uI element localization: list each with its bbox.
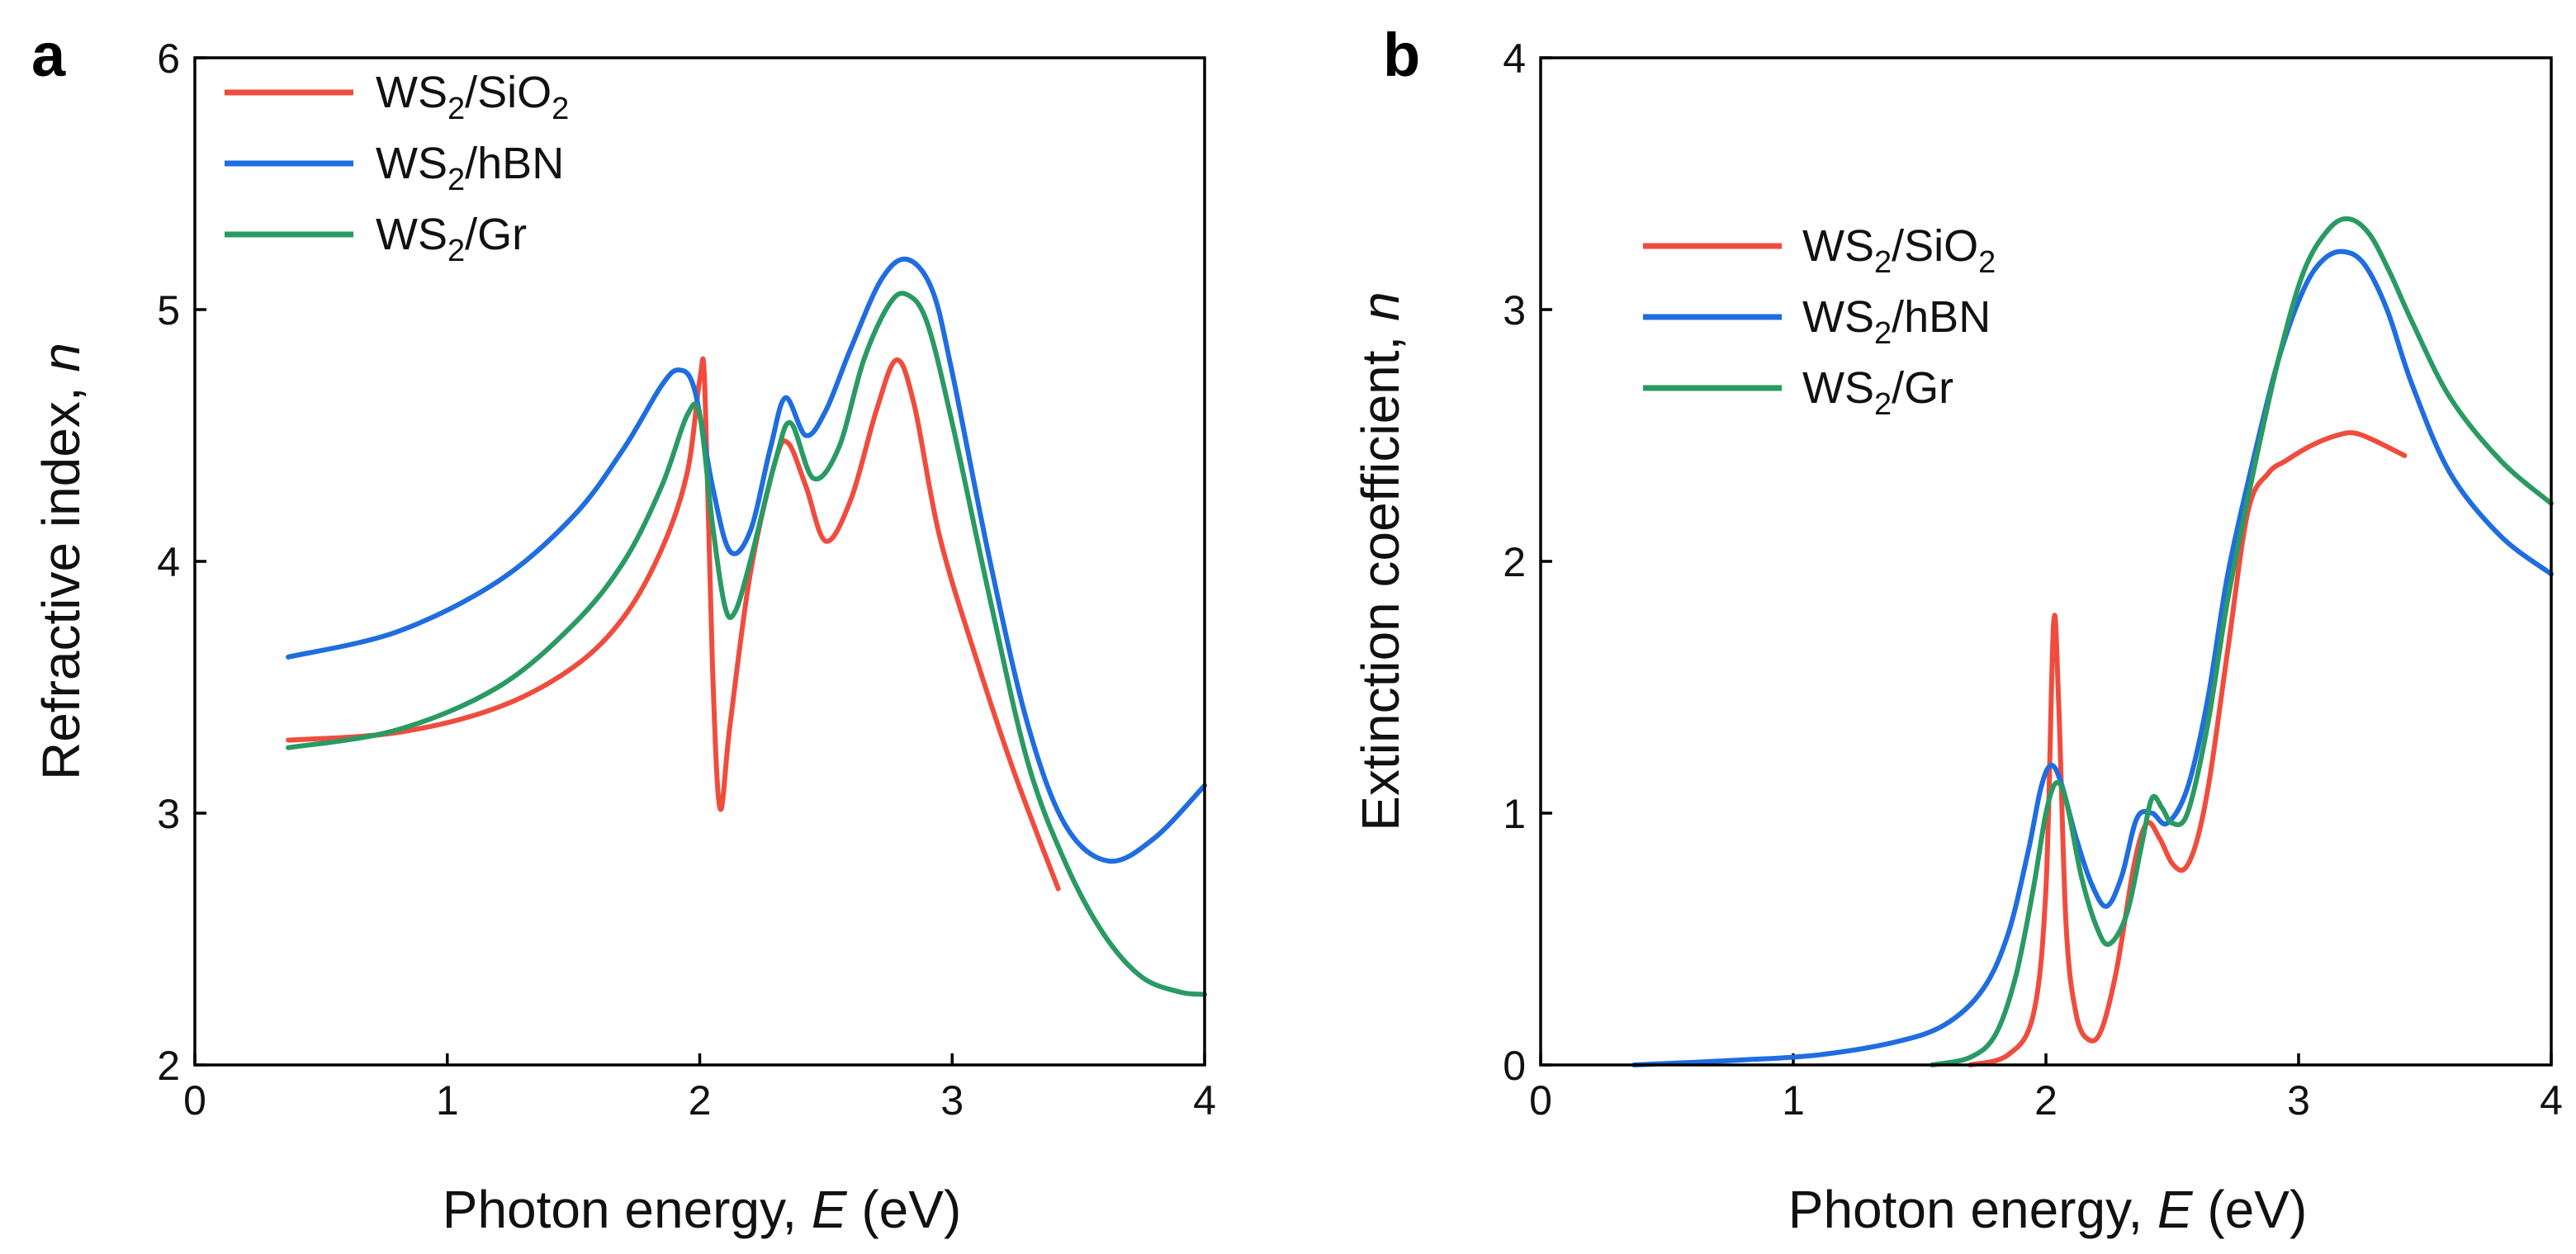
panel-a-x-tick-label: 1	[436, 1077, 459, 1124]
panel-b-y-tick-label: 1	[1503, 791, 1526, 837]
panel-b-letter: b	[1383, 21, 1420, 89]
panel-b: b Extinction coefficient, n Photon energ…	[1351, 21, 2563, 1239]
panel-a-series	[286, 256, 1207, 997]
panel-a-legend-entry-gr: WS2/Gr	[376, 210, 527, 268]
panel-a-series-line-sio	[286, 356, 1061, 892]
panel-a-x-tick-label: 0	[183, 1077, 206, 1124]
panel-a-y-tick-label: 3	[157, 791, 180, 837]
panel-b-ticks: 0 1 2 3 4 0 1 2 3 4	[1503, 35, 2563, 1124]
panel-b-x-tick-label: 2	[2034, 1077, 2057, 1124]
panel-a-plot-frame	[193, 56, 1206, 1067]
panel-b-y-tick-label: 2	[1503, 539, 1526, 585]
panel-b-series-line-sio	[1968, 430, 2408, 1067]
panel-b-series-line-hbn	[1631, 248, 2554, 1067]
panel-a-y-tick-label: 6	[157, 35, 180, 82]
panel-a-x-tick-label: 4	[1193, 1077, 1216, 1124]
panel-b-legend-entry-gr: WS2/Gr	[1802, 363, 1953, 422]
panel-a: a Refractive index, n Photon energy, E (…	[31, 21, 1216, 1239]
panel-b-legend-entry-sio: WS2/SiO2	[1802, 221, 1996, 280]
panel-b-y-tick-label: 3	[1503, 287, 1526, 334]
panel-a-legend: WS2/SiO2 WS2/hBN WS2/Gr	[225, 68, 569, 268]
panel-b-y-axis-title: Extinction coefficient, n	[1351, 291, 1410, 830]
panel-b-x-axis-title: Photon energy, E (eV)	[1788, 1180, 2308, 1239]
panel-b-legend: WS2/SiO2 WS2/hBN WS2/Gr	[1643, 221, 1996, 422]
panel-a-y-tick-label: 5	[157, 287, 180, 334]
panel-a-y-axis-title: Refractive index, n	[31, 343, 91, 780]
panel-a-y-tick-label: 4	[157, 539, 180, 585]
panel-a-x-axis-title: Photon energy, E (eV)	[443, 1180, 962, 1239]
panel-b-x-tick-label: 3	[2287, 1077, 2310, 1124]
panel-b-y-tick-label: 0	[1503, 1043, 1526, 1089]
panel-b-x-tick-label: 1	[1782, 1077, 1805, 1124]
panel-a-legend-entry-sio: WS2/SiO2	[376, 68, 569, 126]
panel-a-ticks: 0 1 2 3 4 2 3 4 5 6	[157, 35, 1216, 1124]
panel-b-x-tick-label: 0	[1529, 1077, 1552, 1124]
panel-a-x-tick-label: 2	[689, 1077, 712, 1124]
panel-a-x-tick-label: 3	[940, 1077, 964, 1124]
panel-b-legend-entry-hbn: WS2/hBN	[1802, 292, 1991, 351]
panel-b-series	[1631, 216, 2554, 1067]
panel-a-series-line-gr	[286, 291, 1207, 997]
panel-a-letter: a	[31, 21, 66, 89]
panel-b-plot-frame	[1539, 56, 2553, 1067]
panel-a-series-line-hbn	[286, 256, 1207, 864]
panel-b-x-tick-label: 4	[2540, 1077, 2563, 1124]
panel-b-y-tick-label: 4	[1503, 35, 1526, 82]
panel-a-y-tick-label: 2	[157, 1043, 180, 1089]
panel-b-series-line-gr	[1930, 216, 2554, 1067]
panel-a-legend-entry-hbn: WS2/hBN	[376, 139, 564, 197]
